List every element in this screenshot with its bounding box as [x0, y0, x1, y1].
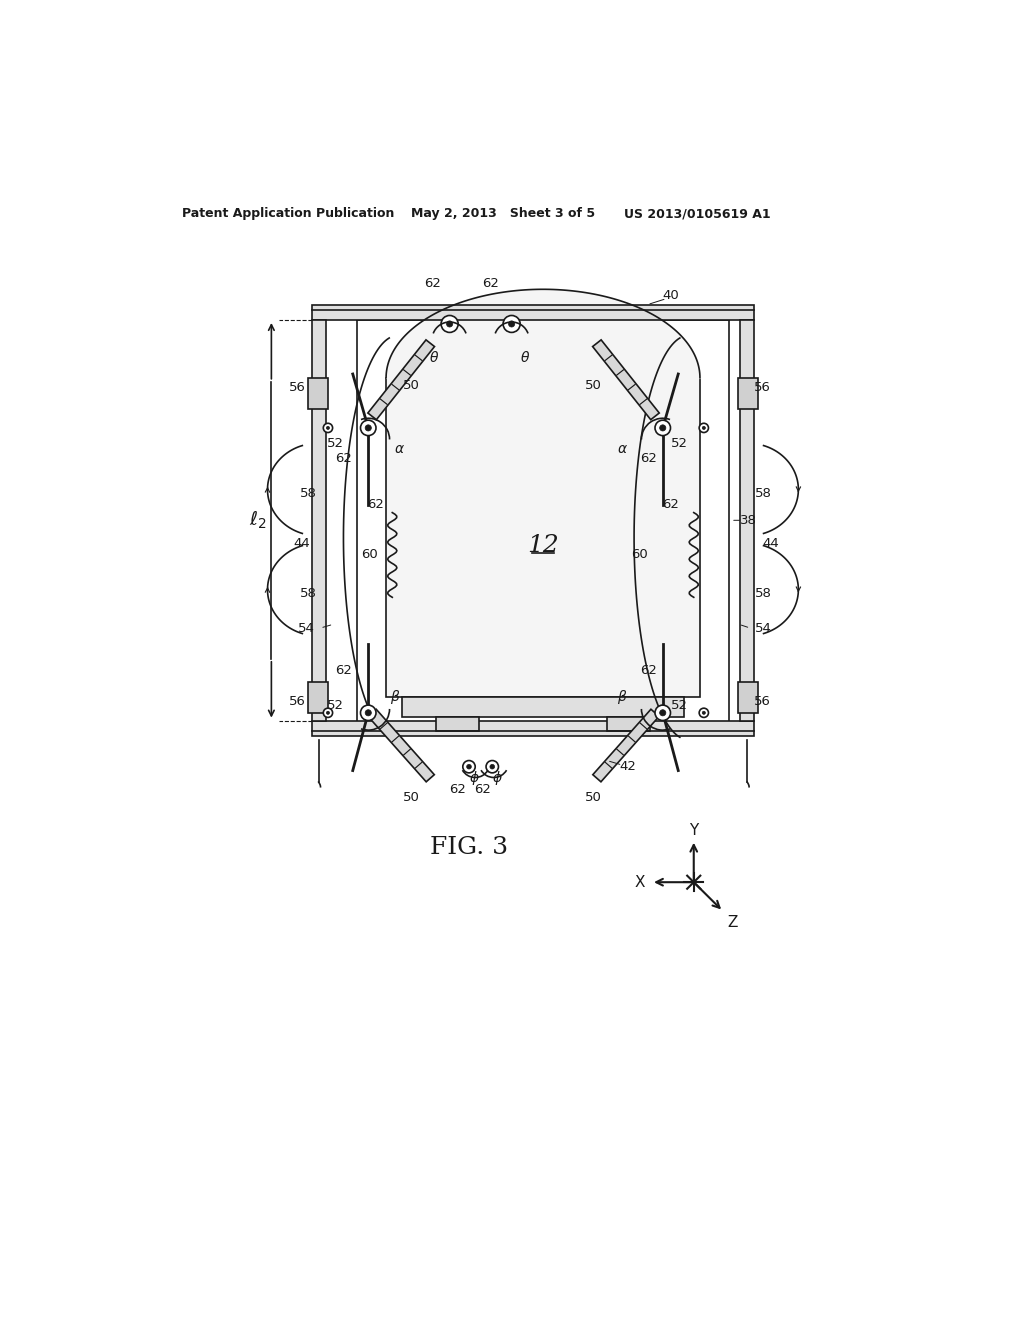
Text: 56: 56 — [289, 381, 305, 395]
Circle shape — [324, 424, 333, 433]
Polygon shape — [593, 339, 659, 420]
Text: 62: 62 — [449, 783, 466, 796]
Bar — [386, 378, 700, 697]
Circle shape — [702, 711, 706, 714]
Bar — [740, 321, 755, 721]
Circle shape — [489, 764, 495, 770]
Circle shape — [699, 424, 709, 433]
Text: 50: 50 — [585, 791, 601, 804]
Text: 50: 50 — [585, 379, 601, 392]
Bar — [401, 697, 684, 717]
Bar — [738, 682, 758, 713]
Circle shape — [360, 705, 376, 721]
Bar — [311, 321, 326, 721]
Circle shape — [467, 764, 471, 770]
Text: $\beta$: $\beta$ — [390, 689, 400, 706]
Text: 42: 42 — [620, 760, 636, 774]
Text: $\beta$: $\beta$ — [617, 689, 628, 706]
Text: 58: 58 — [755, 487, 772, 500]
Text: 52: 52 — [328, 437, 344, 450]
Circle shape — [659, 425, 666, 432]
Polygon shape — [593, 709, 659, 781]
Circle shape — [702, 426, 706, 429]
Text: 58: 58 — [755, 587, 772, 601]
Text: X: X — [635, 875, 645, 890]
Text: 60: 60 — [631, 548, 648, 561]
Text: 52: 52 — [672, 437, 688, 450]
Text: 50: 50 — [402, 379, 419, 392]
Text: 58: 58 — [300, 487, 317, 500]
Text: $\phi$: $\phi$ — [492, 770, 502, 787]
Text: 52: 52 — [328, 698, 344, 711]
Circle shape — [509, 321, 515, 327]
Text: 60: 60 — [361, 548, 378, 561]
Circle shape — [441, 315, 458, 333]
Text: $\alpha$: $\alpha$ — [394, 442, 404, 457]
Circle shape — [486, 760, 499, 774]
Text: 54: 54 — [755, 622, 772, 635]
Text: 62: 62 — [663, 499, 679, 511]
Circle shape — [463, 760, 475, 774]
Text: 52: 52 — [672, 698, 688, 711]
Text: US 2013/0105619 A1: US 2013/0105619 A1 — [624, 207, 771, 220]
Bar — [607, 717, 649, 730]
Circle shape — [659, 710, 666, 715]
Circle shape — [655, 705, 671, 721]
Bar — [436, 717, 479, 730]
Text: May 2, 2013   Sheet 3 of 5: May 2, 2013 Sheet 3 of 5 — [411, 207, 595, 220]
Text: 56: 56 — [754, 381, 770, 395]
Text: 62: 62 — [482, 277, 499, 290]
Circle shape — [655, 420, 671, 436]
Text: 56: 56 — [289, 694, 305, 708]
Circle shape — [366, 710, 372, 715]
Circle shape — [366, 425, 372, 432]
Bar — [311, 305, 755, 321]
Text: $\theta$: $\theta$ — [520, 350, 530, 364]
Text: $\ell_2$: $\ell_2$ — [249, 510, 266, 532]
Circle shape — [360, 420, 376, 436]
Text: 40: 40 — [663, 289, 679, 302]
Text: 62: 62 — [335, 453, 352, 465]
Bar — [308, 682, 328, 713]
Text: FIG. 3: FIG. 3 — [430, 836, 508, 859]
Circle shape — [699, 708, 709, 718]
Text: $\theta$: $\theta$ — [429, 350, 439, 364]
Bar — [311, 721, 755, 737]
Text: 62: 62 — [368, 499, 384, 511]
Text: 62: 62 — [335, 664, 352, 677]
Bar — [308, 378, 328, 409]
Text: 54: 54 — [298, 622, 314, 635]
Circle shape — [503, 315, 520, 333]
Text: 62: 62 — [474, 783, 492, 796]
Circle shape — [327, 426, 330, 429]
Text: Z: Z — [727, 915, 737, 929]
Text: 38: 38 — [739, 513, 757, 527]
Polygon shape — [368, 709, 434, 781]
Bar — [738, 378, 758, 409]
Circle shape — [324, 708, 333, 718]
Text: $\phi$: $\phi$ — [469, 770, 480, 787]
Text: 62: 62 — [640, 453, 657, 465]
Text: 62: 62 — [424, 277, 441, 290]
Text: Y: Y — [689, 824, 698, 838]
Circle shape — [327, 711, 330, 714]
Text: 44: 44 — [293, 537, 310, 550]
Polygon shape — [368, 339, 434, 420]
Text: 12: 12 — [527, 533, 559, 557]
Text: 44: 44 — [762, 537, 778, 550]
Text: 62: 62 — [640, 664, 657, 677]
Circle shape — [446, 321, 453, 327]
Text: 50: 50 — [402, 791, 419, 804]
Text: Patent Application Publication: Patent Application Publication — [182, 207, 394, 220]
Text: 58: 58 — [300, 587, 317, 601]
Text: 56: 56 — [754, 694, 770, 708]
Text: $\alpha$: $\alpha$ — [617, 442, 628, 457]
